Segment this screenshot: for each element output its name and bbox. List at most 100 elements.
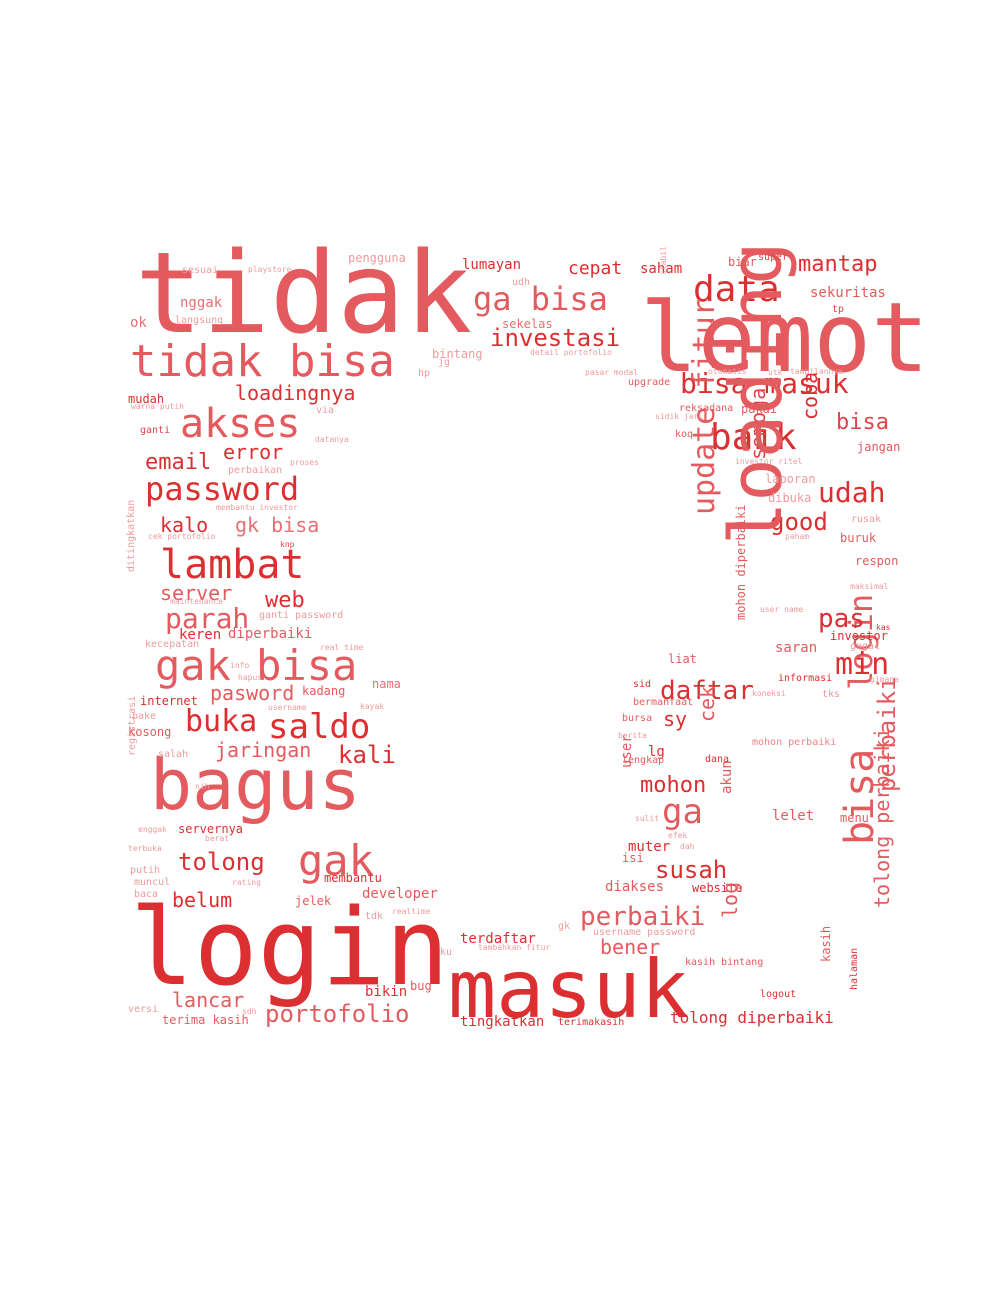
word-bikin: bikin	[365, 984, 408, 1000]
word-investor: investor	[830, 629, 888, 643]
word-bug: bug	[410, 979, 432, 993]
word-enggak: enggak	[138, 825, 167, 834]
word-tolong: tolong	[178, 848, 265, 876]
word-jg: jg	[438, 357, 451, 368]
word-warna-putih: warna putih	[131, 402, 184, 411]
word-super: super	[758, 252, 789, 263]
word-diakses: diakses	[605, 879, 665, 895]
word-masuk: masuk	[448, 943, 689, 1036]
word-daftar: daftar	[660, 676, 754, 706]
word-gk-bisa: gk bisa	[235, 513, 320, 537]
word-saham: saham	[640, 261, 683, 277]
word-ganti: ganti	[140, 425, 171, 436]
word-susah: susah	[655, 856, 728, 884]
word-tolong-diperbaiki: tolong diperbaiki	[670, 1008, 834, 1027]
word-ga: ga	[662, 792, 703, 832]
word-buruk: buruk	[840, 531, 877, 545]
word-mohon: mohon	[640, 773, 707, 798]
word-user-name: user name	[760, 605, 804, 614]
word-ditingkatkan: ditingkatkan	[126, 499, 137, 572]
word-upgrade: upgrade	[628, 377, 671, 388]
word-bintang: bintang	[432, 347, 483, 361]
word-kasih: kasih	[819, 925, 833, 962]
word-maksimal: maksimal	[850, 582, 889, 591]
word-terima-kasih: terima kasih	[162, 1013, 249, 1027]
word-lumayan: lumayan	[462, 257, 522, 273]
word-terbuka: terbuka	[128, 844, 162, 853]
word-jelek: jelek	[295, 894, 332, 908]
word-sulit: sulit	[635, 814, 660, 823]
word-cepat: cepat	[568, 258, 623, 279]
word-bisa-r: bisa	[836, 410, 889, 435]
word-belum: belum	[172, 888, 233, 912]
word-keren: keren	[179, 627, 222, 643]
word-email: email	[145, 450, 212, 475]
word-sid: sid	[633, 679, 652, 690]
word-portofolio: portofolio	[265, 1000, 410, 1028]
word-dana: dana	[705, 754, 730, 765]
word-efek: efek	[668, 831, 688, 840]
word-lemot: lemot	[640, 282, 929, 394]
word-langsung: langsung	[175, 315, 224, 326]
word-kasih-bintang: kasih bintang	[685, 957, 764, 968]
word-salah: salah	[158, 749, 189, 760]
word-password: password	[145, 470, 300, 508]
word-maintenance: maintenance	[170, 597, 223, 606]
word-udah: udah	[818, 476, 886, 509]
word-bisa-masuk: bisa masuk	[680, 367, 849, 400]
word-diperbaiki: diperbaiki	[228, 626, 313, 642]
word-lg: lg	[648, 744, 665, 760]
word-data: data	[693, 269, 780, 310]
word-perbaikan: perbaikan	[228, 465, 283, 476]
word-web: web	[265, 588, 305, 613]
word-kalo: kalo	[160, 513, 209, 537]
word-kas: kas	[876, 623, 891, 632]
word-baca: baca	[134, 889, 159, 900]
word-sdh: sdh	[242, 1007, 257, 1016]
word-parah: parah	[165, 602, 250, 635]
word-lelet: lelet	[772, 808, 815, 824]
word-log: log	[718, 881, 742, 918]
word-bermanfaat: bermanfaat	[633, 697, 694, 708]
word-pengguna: pengguna	[348, 251, 406, 265]
word-sy: sy	[663, 707, 688, 731]
word-tidak: tidak	[135, 229, 473, 359]
word-bagus: bagus	[150, 744, 361, 826]
word-terdaftar: terdaftar	[460, 931, 536, 947]
word-nih: nih	[195, 782, 210, 791]
word-proses: proses	[290, 458, 319, 467]
word-buka: buka	[185, 704, 258, 739]
word-tp: tp	[832, 304, 845, 315]
word-membantu-investor: membantu investor	[216, 503, 298, 512]
word-pasar-modal: pasar modal	[585, 368, 638, 377]
word-pasword: pasword	[210, 681, 295, 705]
word-ok: ok	[130, 315, 147, 331]
word-ku: ku	[440, 947, 453, 958]
word-informasi: informasi	[778, 673, 833, 684]
word-via: via	[316, 405, 335, 416]
word-tidak-bisa: tidak bisa	[130, 336, 395, 387]
word-kayak: kayak	[360, 702, 385, 711]
word-rating: rating	[232, 878, 261, 887]
word-sekuritas: sekuritas	[810, 285, 886, 301]
word-saldo: saldo	[268, 707, 371, 747]
word-realtime: realtime	[392, 907, 431, 916]
word-username: username	[268, 703, 307, 712]
word-bener: bener	[600, 935, 661, 959]
word-pake: pake	[132, 711, 157, 722]
word-reksadana: reksadana	[679, 403, 734, 414]
word-mohon-diperbaiki: mohon diperbaiki	[734, 504, 748, 620]
word-akses: akses	[180, 401, 301, 447]
word-min: min	[835, 647, 890, 682]
word-perbaiki: perbaiki	[580, 902, 706, 932]
word-username-password: username password	[593, 927, 696, 938]
word-utk: utk	[768, 368, 783, 377]
word-paham: paham	[785, 532, 810, 541]
word-mantap: mantap	[798, 252, 878, 277]
word-mudah: mudah	[128, 392, 165, 406]
word-login: login	[130, 886, 450, 1009]
word-ga-bisa: ga bisa	[473, 280, 608, 318]
word-putih: putih	[130, 865, 161, 876]
word-lengkap: lengkap	[622, 755, 665, 766]
word-nggak: nggak	[180, 295, 223, 311]
